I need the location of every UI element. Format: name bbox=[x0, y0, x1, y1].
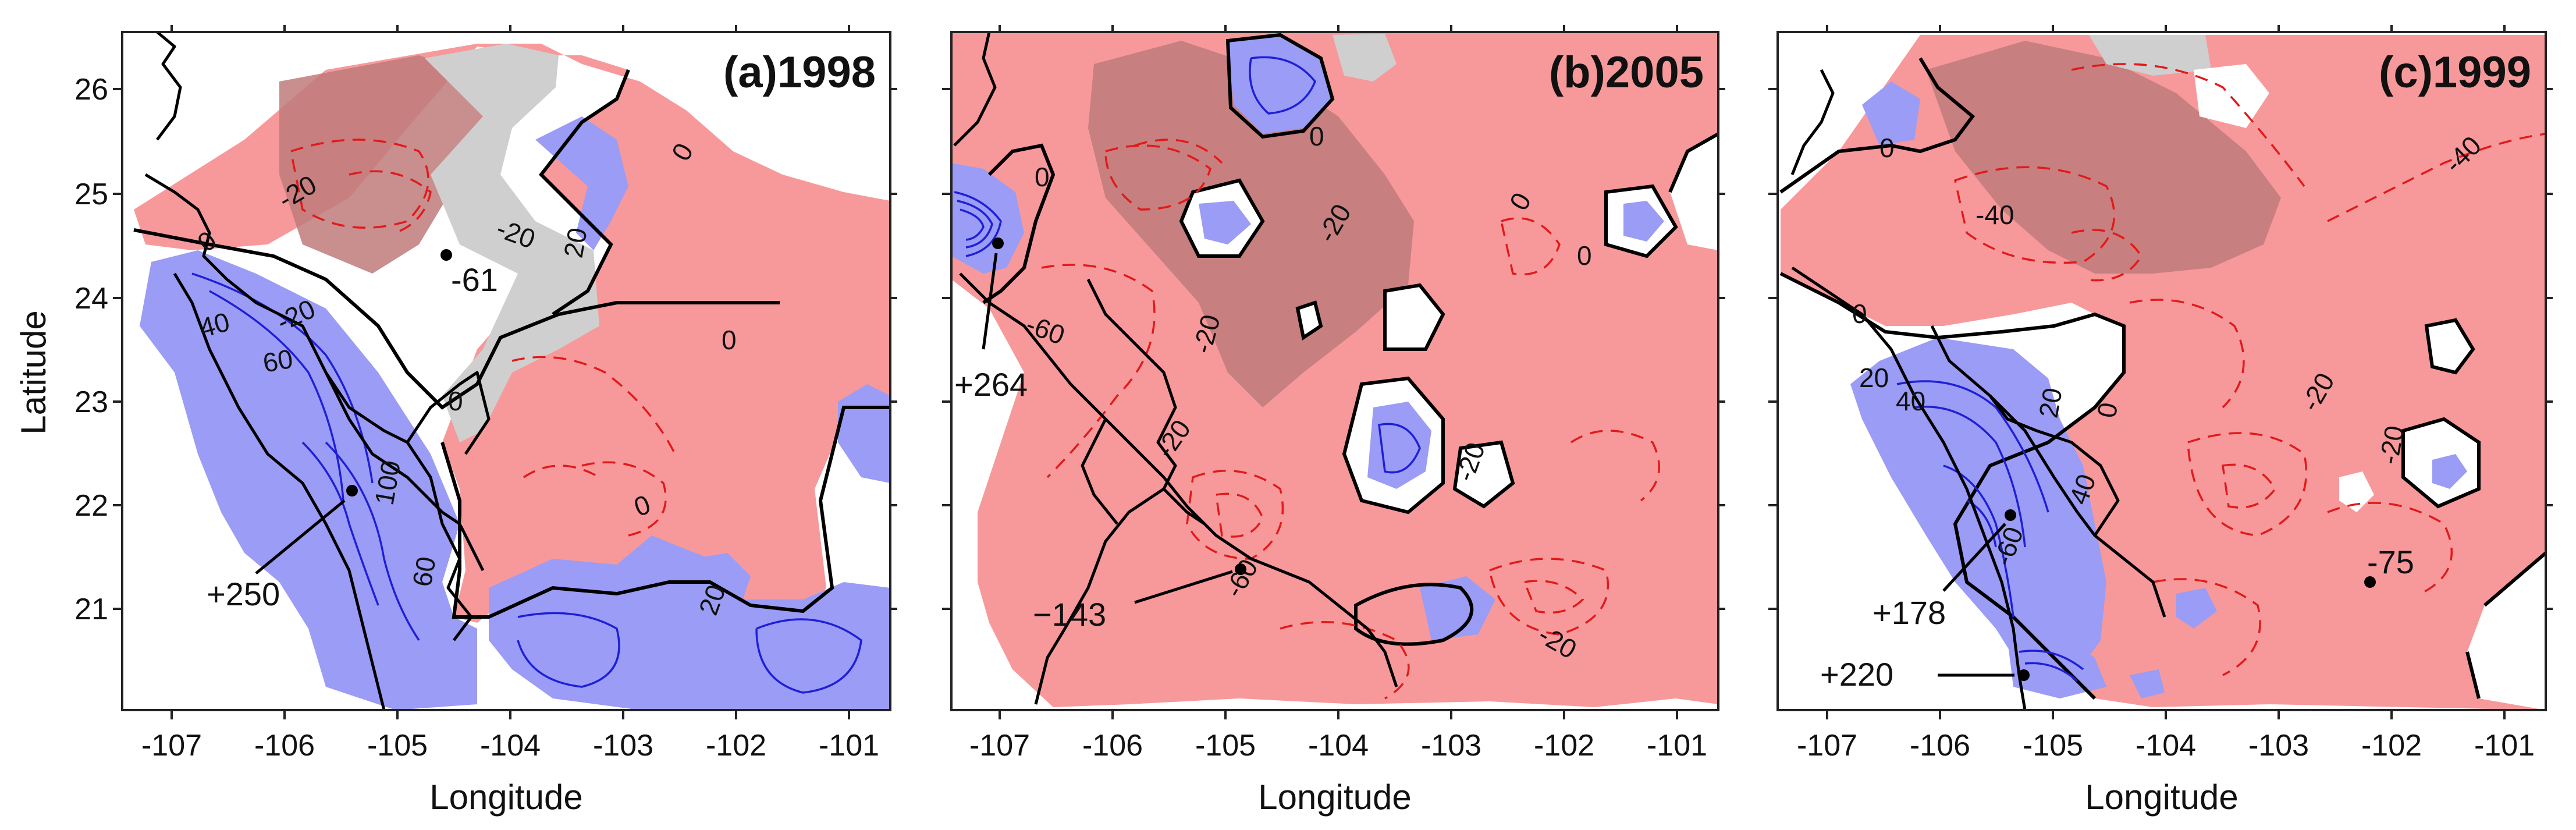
panel-b-marker-dot bbox=[1235, 563, 1246, 575]
y-tick-label: 26 bbox=[74, 73, 108, 107]
panel-a-marker-label: -61 bbox=[451, 261, 498, 298]
x-tick-label: -101 bbox=[2474, 729, 2535, 762]
panel-b: (b)2005 0 0 0 -20 0 -60 -20 -20 -20 -60 … bbox=[950, 31, 1719, 711]
panel-c-marker-arrow bbox=[1942, 523, 2006, 592]
panel-a-marker-arrow bbox=[255, 499, 346, 574]
panel-a-contour-label: 60 bbox=[407, 554, 442, 588]
x-tick-label: -102 bbox=[706, 729, 766, 762]
panel-b-map bbox=[951, 32, 1718, 707]
panel-c-contour-label: -40 bbox=[1975, 200, 2014, 230]
x-tick-label: -106 bbox=[1082, 729, 1143, 762]
y-tick-label: 22 bbox=[74, 489, 108, 523]
y-tick-label: 23 bbox=[74, 385, 108, 419]
x-axis-label: Longitude bbox=[1258, 778, 1412, 817]
x-tick-label: -102 bbox=[2361, 729, 2422, 762]
panel-b-frame bbox=[950, 31, 1719, 711]
y-axis-label: Latitude bbox=[14, 310, 53, 435]
panel-a-contour-label: 0 bbox=[448, 386, 463, 416]
panel-c-contour-label: -20 bbox=[2374, 423, 2410, 467]
y-tick-label: 25 bbox=[74, 178, 108, 211]
panel-a-marker-dot bbox=[440, 249, 452, 261]
axes: -107 -106 -105 -104 -103 -102 -101 26 25 24 23 22 21… bbox=[74, 25, 2553, 817]
panel-b-title: (b)2005 bbox=[1549, 48, 1704, 97]
panel-c-frame bbox=[1776, 31, 2547, 711]
x-tick-label: -107 bbox=[969, 729, 1030, 762]
x-tick-label: -104 bbox=[2136, 729, 2196, 762]
x-tick-label: -107 bbox=[141, 729, 202, 762]
panel-a-frame bbox=[121, 31, 891, 711]
panel-c-contour-label: 20 bbox=[1859, 363, 1889, 393]
panel-c-map bbox=[1779, 35, 2546, 710]
y-tick-label: 21 bbox=[74, 593, 108, 626]
x-tick-label: -104 bbox=[1308, 729, 1369, 762]
x-tick-label: -107 bbox=[1797, 729, 1857, 762]
x-tick-label: -103 bbox=[593, 729, 653, 762]
panel-b-marker-dot bbox=[992, 237, 1004, 249]
panel-c-marker-label: -75 bbox=[2367, 544, 2414, 580]
panel-c-contour-label: 0 bbox=[1852, 299, 1867, 329]
x-tick-label: -106 bbox=[254, 729, 315, 762]
x-tick-label: -106 bbox=[1910, 729, 1970, 762]
x-tick-label: -105 bbox=[1195, 729, 1256, 762]
panel-b-marker-arrow bbox=[982, 253, 998, 350]
panel-c-marker-dot bbox=[2018, 669, 2030, 681]
panel-a-marker-dot bbox=[346, 485, 358, 496]
x-tick-label: -102 bbox=[1534, 729, 1594, 762]
x-tick-label: -105 bbox=[367, 729, 428, 762]
panel-b-marker-arrow bbox=[1134, 570, 1233, 604]
panel-a-contour-label: 60 bbox=[261, 343, 295, 378]
panel-c-marker-dot bbox=[2364, 576, 2376, 588]
panel-a-title: (a)1998 bbox=[723, 48, 876, 97]
y-tick-label: 24 bbox=[74, 282, 108, 315]
panel-a-contour-label: 0 bbox=[722, 325, 737, 355]
panel-c-contour-label: 40 bbox=[1896, 386, 1925, 416]
panel-a-contour-label: 20 bbox=[558, 225, 593, 260]
panel-a-marker-label: +250 bbox=[207, 576, 280, 612]
panel-b-marker-label: −143 bbox=[1033, 596, 1106, 633]
x-tick-label: -101 bbox=[819, 729, 879, 762]
x-tick-label: -103 bbox=[1421, 729, 1481, 762]
x-tick-label: -101 bbox=[1647, 729, 1707, 762]
panel-c-contour-label: 0 bbox=[1879, 133, 1895, 163]
panel-b-contour-label: 0 bbox=[1309, 121, 1324, 151]
panel-a: (a)1998 -20 -20 0 20 -20 40 60 0 0 0 100… bbox=[121, 31, 891, 711]
panel-c-marker-label: +220 bbox=[1820, 656, 1893, 693]
panel-c-title: (c)1999 bbox=[2379, 48, 2531, 97]
x-axis-label: Longitude bbox=[429, 778, 583, 817]
panel-c-marker-dot bbox=[2005, 509, 2016, 521]
panel-b-contour-label: 0 bbox=[1577, 240, 1592, 271]
panel-c-marker-label: +178 bbox=[1873, 594, 1946, 631]
x-tick-label: -105 bbox=[2023, 729, 2083, 762]
panel-c-contour-label: 20 bbox=[2033, 385, 2068, 420]
x-tick-label: -103 bbox=[2248, 729, 2309, 762]
panel-b-marker-label: +264 bbox=[954, 366, 1028, 403]
panel-a-map bbox=[133, 32, 890, 710]
x-tick-label: -104 bbox=[480, 729, 541, 762]
panel-c: (c)1999 0 -40 -40 0 20 40 20 0 -20 -20 -… bbox=[1776, 31, 2547, 711]
x-axis-label: Longitude bbox=[2085, 778, 2239, 817]
panel-b-contour-label: 0 bbox=[1035, 162, 1050, 192]
